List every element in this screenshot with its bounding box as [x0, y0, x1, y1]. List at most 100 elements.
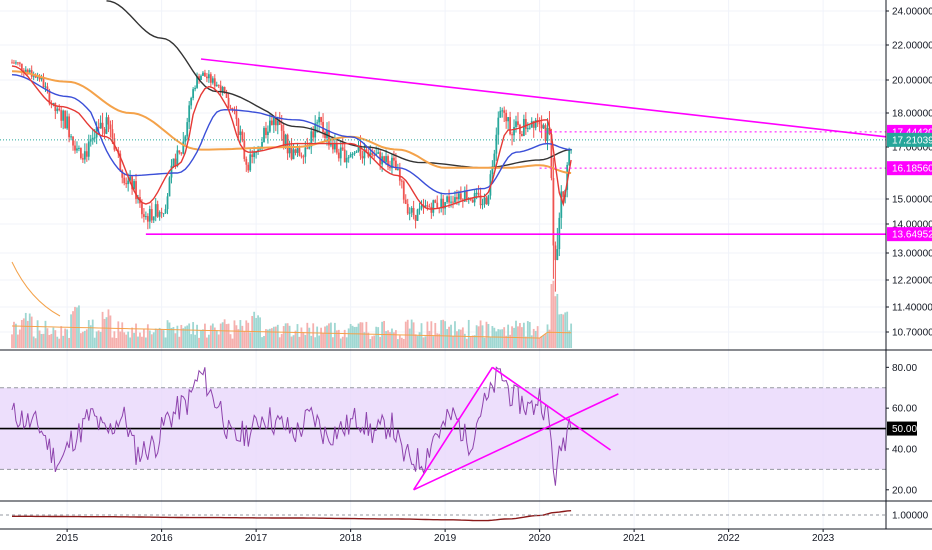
- volume-bar: [507, 324, 510, 348]
- candle-body: [389, 166, 391, 169]
- candle-body: [517, 121, 519, 125]
- candle-body: [400, 180, 403, 182]
- candle-body: [239, 131, 242, 135]
- candle-body: [349, 154, 352, 158]
- volume-bar: [515, 320, 517, 348]
- candle-body: [524, 119, 527, 129]
- candle-body: [241, 131, 244, 141]
- candle-body: [296, 148, 299, 153]
- volume-bar: [247, 322, 250, 348]
- candle-body: [538, 120, 541, 125]
- candle-body: [144, 216, 147, 218]
- volume-bar: [351, 325, 354, 348]
- candle-body: [507, 117, 510, 122]
- volume-bar: [180, 324, 183, 348]
- volume-bar: [46, 328, 49, 348]
- candle-body: [503, 110, 506, 113]
- price-tag-bg: [887, 227, 932, 242]
- volume-bar: [97, 330, 100, 348]
- candle-body: [306, 147, 309, 149]
- volume-bar: [446, 329, 448, 348]
- candle-body: [491, 166, 494, 175]
- candle-body: [176, 150, 179, 167]
- volume-bar: [398, 335, 401, 348]
- candle-body: [143, 214, 145, 217]
- volume-bar: [326, 325, 328, 348]
- volume-bar: [318, 335, 321, 348]
- rsi-tick-label: 40.00: [892, 444, 917, 455]
- price-tick-label: 24.00000: [892, 7, 932, 18]
- candle-body: [32, 75, 35, 77]
- price-tick-label: 14.00000: [892, 220, 932, 231]
- candle-body: [154, 204, 157, 217]
- volume-bar: [52, 327, 55, 348]
- candle-body: [209, 74, 212, 83]
- volume-bar: [146, 324, 149, 348]
- volume-bar: [113, 331, 116, 348]
- axes: 24.00000 22.00000 20.00000 18.00000 17.00000…: [56, 7, 932, 545]
- candle-body: [562, 191, 565, 198]
- candle-body: [172, 158, 175, 166]
- candle-body: [263, 127, 265, 143]
- volume-bar: [148, 330, 151, 348]
- candle-body: [58, 108, 61, 111]
- volume-bar: [452, 336, 454, 348]
- candle-body: [235, 110, 238, 120]
- volume-bar: [22, 318, 25, 348]
- price-tag-bg: [887, 132, 932, 147]
- candle-body: [107, 117, 110, 125]
- indicator-line: [12, 510, 572, 522]
- candle-body: [272, 117, 275, 125]
- candle-body: [36, 76, 39, 78]
- volume-bar: [129, 337, 132, 348]
- volume-bar: [152, 332, 155, 348]
- candle-body: [548, 127, 551, 135]
- candle-body: [420, 205, 423, 209]
- candle-body: [530, 121, 533, 128]
- volume-bar: [495, 331, 498, 348]
- volume-bar: [144, 337, 147, 348]
- volume-bar: [471, 335, 474, 348]
- volume-bar: [393, 332, 395, 348]
- candle-body: [20, 63, 23, 71]
- volume-bar: [125, 334, 128, 348]
- candle-body: [487, 195, 490, 205]
- candle-body: [395, 160, 397, 171]
- volume-bar: [235, 325, 238, 348]
- candle-body: [162, 213, 165, 215]
- candle-body: [72, 136, 74, 146]
- volume-bar: [121, 322, 124, 348]
- time-tick-label: 2020: [529, 533, 552, 544]
- volume-bar: [274, 326, 277, 348]
- indicator-tick-label: 1.00000: [892, 511, 929, 522]
- volume-bar: [172, 327, 175, 348]
- volume-bar: [30, 316, 33, 348]
- price-tag-label: 17.21039: [892, 135, 932, 146]
- volume-bar: [54, 330, 57, 348]
- volume-bar: [68, 337, 70, 348]
- volume-bar: [227, 323, 230, 348]
- volume-bar: [534, 330, 537, 348]
- candle-body: [62, 110, 65, 121]
- volume-bar: [436, 333, 439, 348]
- candle-body: [184, 136, 187, 142]
- volume-bar: [524, 336, 527, 348]
- volume-bar: [158, 327, 161, 348]
- candle-body: [485, 197, 488, 205]
- candle-body: [345, 157, 348, 163]
- candle-body: [34, 75, 37, 78]
- price-tick-label: 11.40000: [892, 303, 932, 314]
- volume-bar: [396, 339, 399, 348]
- volume-bar: [570, 323, 573, 348]
- volume-bar: [223, 319, 226, 348]
- candle-body: [101, 122, 104, 130]
- volume-bar: [109, 315, 112, 348]
- candle-body: [200, 75, 202, 81]
- candle-body: [278, 120, 281, 125]
- candle-body: [511, 134, 513, 136]
- volume-bar: [469, 336, 472, 348]
- candle-body: [255, 152, 258, 154]
- volume-bar: [296, 324, 299, 348]
- candle-body: [452, 201, 454, 203]
